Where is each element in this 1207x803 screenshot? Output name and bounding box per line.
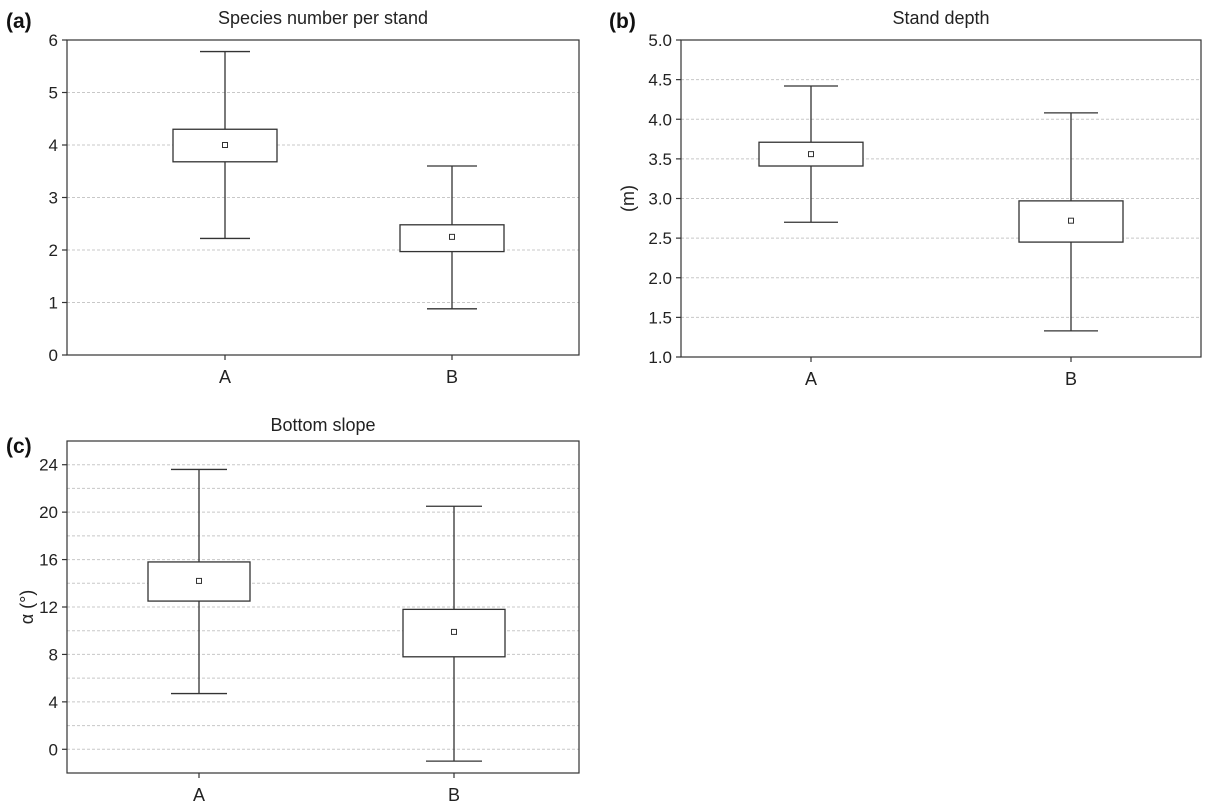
y-tick-label: 5: [49, 84, 58, 103]
y-tick-label: 2.0: [648, 269, 672, 288]
chart-title: Species number per stand: [218, 8, 428, 28]
y-tick-label: 3.5: [648, 150, 672, 169]
y-tick-label: 1.5: [648, 308, 672, 327]
y-tick-label: 6: [49, 31, 58, 50]
y-tick-label: 24: [39, 456, 58, 475]
y-tick-label: 4: [49, 136, 58, 155]
y-tick-label: 1: [49, 294, 58, 313]
y-tick-label: 2: [49, 241, 58, 260]
y-tick-label: 0: [49, 346, 58, 365]
y-tick-label: 12: [39, 598, 58, 617]
panel-label: (a): [6, 10, 32, 33]
x-tick-label: B: [1065, 369, 1077, 389]
mean-marker: [1068, 217, 1074, 224]
panel-b: 1.0 1.5 2.0 2.5 3.0 3.5 4.0 4.5 5.0 A B Stand depth…: [609, 8, 1202, 389]
y-axis-label: (m): [618, 185, 638, 212]
y-axis-label: α (°): [17, 590, 37, 625]
mean-marker: [196, 577, 202, 584]
x-tick-label: B: [448, 785, 460, 803]
x-tick-label: A: [219, 367, 231, 387]
chart-title: Stand depth: [892, 8, 989, 28]
y-tick-label: 8: [49, 645, 58, 664]
mean-marker: [449, 233, 455, 240]
mean-marker: [808, 151, 814, 158]
y-tick-label: 20: [39, 503, 58, 522]
y-tick-label: 3.0: [648, 190, 672, 209]
y-tick-label: 4.0: [648, 110, 672, 129]
panel-a: 0 1 2 3 4 5 6 A B Species number per stand (a): [6, 8, 580, 387]
panel-label: (b): [609, 10, 636, 33]
y-tick-label: 16: [39, 551, 58, 570]
y-tick-label: 4.5: [648, 71, 672, 90]
mean-marker: [222, 142, 228, 148]
panel-label: (c): [6, 435, 32, 458]
y-tick-label: 5.0: [648, 31, 672, 50]
x-tick-label: A: [805, 369, 817, 389]
chart-title: Bottom slope: [270, 415, 375, 435]
y-tick-label: 2.5: [648, 229, 672, 248]
panel-c: 0 4 8 12 16 20 24 A B Bottom slope (c) α (°): [6, 415, 580, 803]
y-tick-label: 3: [49, 189, 58, 208]
x-tick-label: B: [446, 367, 458, 387]
y-tick-label: 0: [49, 740, 58, 759]
y-tick-label: 1.0: [648, 348, 672, 367]
mean-marker: [451, 628, 457, 635]
x-tick-label: A: [193, 785, 205, 803]
y-tick-label: 4: [49, 693, 58, 712]
